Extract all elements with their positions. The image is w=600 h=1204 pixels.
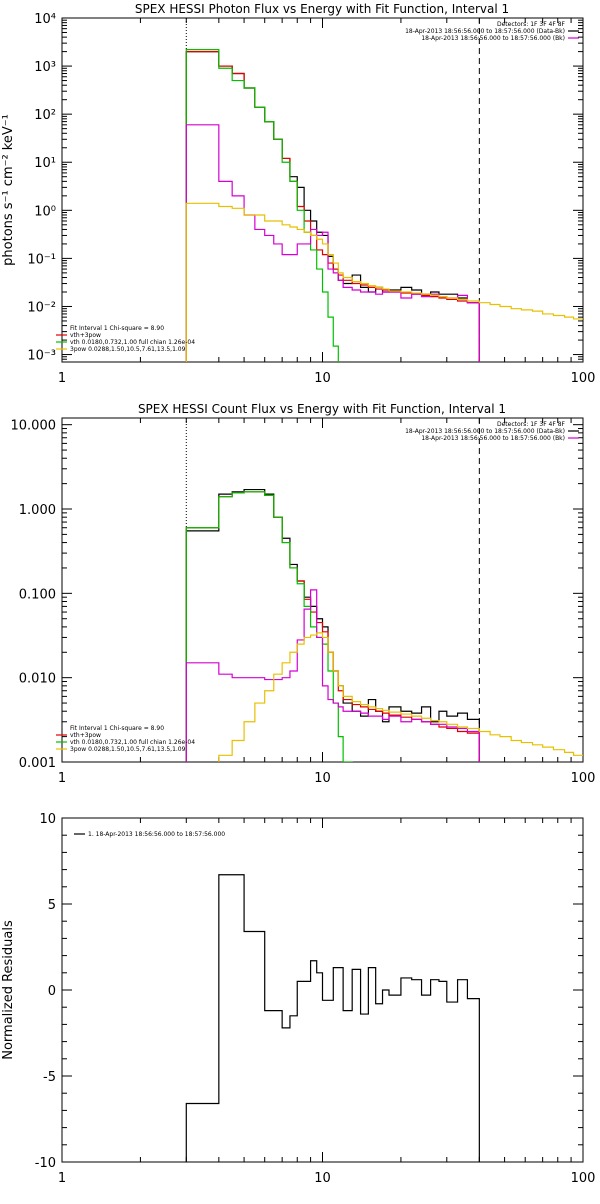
y-tick-label: 0.010 [19, 672, 56, 687]
x-tick-label: 10 [314, 771, 331, 786]
y-tick-label: 10 [39, 812, 56, 827]
panel-title: SPEX HESSI Photon Flux vs Energy with Fi… [135, 2, 509, 16]
photon-flux-panel: SPEX HESSI Photon Flux vs Energy with Fi… [1, 2, 596, 386]
plot-frame [61, 417, 584, 763]
y-tick-label: 10.000 [11, 419, 57, 434]
plot-area [185, 18, 583, 362]
x-tick-label: 1 [58, 771, 66, 786]
series-line [218, 632, 583, 762]
series-line [185, 491, 353, 762]
y-tick-label: 10⁰ [34, 204, 56, 219]
legend-entry: vth+3pow [70, 732, 101, 739]
series-line [185, 589, 480, 762]
count-flux-panel: SPEX HESSI Count Flux vs Energy with Fit… [11, 402, 596, 786]
y-tick-label: 0 [48, 984, 56, 999]
legend-entry: Fit Interval 1 Chi-square = 8.90 [70, 725, 164, 732]
y-tick-label: -10 [35, 1156, 56, 1171]
legend-entry: Detectors: 1F 3F 4F 8F [497, 21, 566, 28]
plot-frame [61, 17, 584, 363]
legend-entry: 18-Apr-2013 18:56:56.000 to 18:57:56.000… [421, 35, 565, 42]
legend-entry: 18-Apr-2013 18:56:56.000 to 18:57:56.000… [421, 435, 565, 442]
legend-entry: Fit Interval 1 Chi-square = 8.90 [70, 325, 164, 332]
legend-entry: vth 0.0180,0.732,1.00 full chian 1.26e-0… [70, 739, 195, 746]
y-tick-label: 10⁻¹ [27, 252, 56, 267]
y-tick-label: 10⁴ [34, 12, 56, 27]
x-tick-label: 100 [571, 371, 596, 386]
series-line [185, 488, 480, 762]
series-line [185, 874, 480, 1162]
y-tick-label: 10² [34, 108, 56, 123]
y-tick-label: 10⁻² [27, 300, 56, 315]
series-line [185, 491, 480, 762]
series-line [185, 202, 583, 362]
x-tick-label: 1 [58, 371, 66, 386]
y-tick-label: 10³ [34, 60, 56, 75]
legend-entry: 18-Apr-2013 18:56:56.000 to 18:57:56.000… [405, 28, 565, 35]
y-tick-label: 0.001 [19, 756, 56, 771]
x-tick-label: 10 [314, 1171, 331, 1186]
y-tick-label: -5 [43, 1070, 56, 1085]
x-tick-label: 100 [571, 771, 596, 786]
y-tick-label: 1.000 [19, 503, 56, 518]
y-tick-label: 0.100 [19, 587, 56, 602]
plot-area [185, 418, 583, 762]
plot-area [185, 874, 480, 1162]
y-tick-label: 10¹ [34, 156, 56, 171]
x-tick-label: 100 [571, 1171, 596, 1186]
y-axis-label: photons s⁻¹ cm⁻² keV⁻¹ [1, 114, 16, 266]
legend-entry: vth 0.0180,0.732,1.00 full chian 1.26e-0… [70, 339, 195, 346]
legend-entry: 18-Apr-2013 18:56:56.000 to 18:57:56.000… [405, 428, 565, 435]
y-axis-label: Normalized Residuals [1, 920, 16, 1060]
x-tick-label: 1 [58, 1171, 66, 1186]
y-tick-label: 10⁻³ [27, 349, 56, 364]
legend-entry: 3pow 0.0288,1.50,10.5,7.61,13.5,1.09 [70, 746, 186, 753]
legend-entry: Detectors: 1F 3F 4F 8F [497, 421, 566, 428]
legend-entry: 3pow 0.0288,1.50,10.5,7.61,13.5,1.09 [70, 346, 186, 353]
y-tick-label: 5 [48, 898, 56, 913]
series-line [185, 49, 339, 362]
panel-title: SPEX HESSI Count Flux vs Energy with Fit… [138, 402, 506, 416]
residuals-panel: Normalized Residuals 1 10 100 -10 -5 0 5 10 1. 1… [1, 812, 596, 1186]
legend-entry: vth+3pow [70, 332, 101, 339]
x-tick-label: 10 [314, 371, 331, 386]
legend-entry: 1. 18-Apr-2013 18:56:56.000 to 18:57:56.… [88, 831, 225, 838]
